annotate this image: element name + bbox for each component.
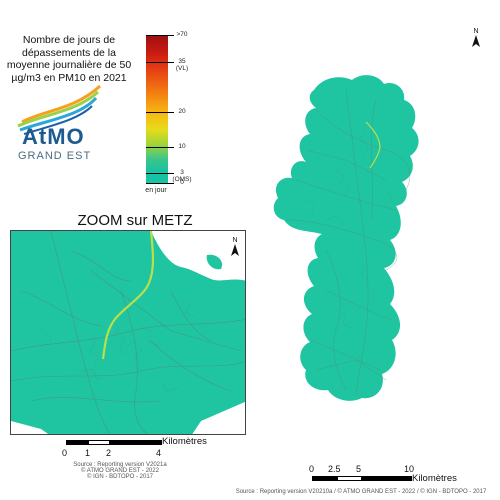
legend-tick-mark xyxy=(168,183,174,184)
main-north-arrow: N xyxy=(472,28,480,49)
legend-tick-label: >70 xyxy=(172,31,192,38)
logo-name: AtMO xyxy=(22,124,85,149)
legend-tick-label-part: 0 xyxy=(180,179,184,186)
legend-tick-label: 10 xyxy=(172,143,192,150)
legend-tick-mark xyxy=(168,147,174,149)
zoom-source-line: Source : Reporting version V2021a xyxy=(73,462,167,468)
zoom-source-line: © IGN - BDTOPO - 2017 xyxy=(87,474,153,480)
zoom-source: Source : Reporting version V2021a © ATMO… xyxy=(60,462,180,480)
scale-tick-label: 2.5 xyxy=(328,464,341,474)
main-scale-unit: Kilomètres xyxy=(412,473,457,484)
legend-unit: en jour xyxy=(145,187,167,194)
legend-tick-label-part: (VL) xyxy=(175,64,189,72)
north-arrow-icon xyxy=(472,35,480,47)
atmo-logo: AtMO GRAND EST xyxy=(14,80,104,170)
legend-tick-line xyxy=(146,183,168,184)
legend-tick-label-part: >70 xyxy=(176,31,188,38)
scale-tick-label: 1 xyxy=(85,448,91,458)
zoom-title: ZOOM sur METZ xyxy=(77,212,193,229)
north-arrow-icon xyxy=(231,244,239,256)
zoom-scale-bar xyxy=(66,440,162,445)
main-map[interactable] xyxy=(266,70,476,415)
legend-tick-mark xyxy=(168,35,174,36)
legend-color-bar xyxy=(146,35,168,183)
legend-tick-label-part: 35 xyxy=(178,57,186,65)
main-scale-bar xyxy=(312,476,412,481)
zoom-map-canvas xyxy=(11,231,245,434)
legend-tick-mark xyxy=(168,172,174,174)
scale-tick-label: 4 xyxy=(156,448,162,458)
zoom-north-label: N xyxy=(232,237,238,244)
map-title: Nombre de jours de dépassements de la mo… xyxy=(6,34,132,84)
legend-tick-label: 35 (VL) xyxy=(172,58,192,72)
scale-tick-label: 0 xyxy=(309,464,315,474)
legend-tick-label: 3 (OMS) xyxy=(172,169,192,183)
atmo-swoosh-icon xyxy=(17,84,102,135)
zoom-map[interactable]: N xyxy=(10,230,246,435)
main-source: Source : Reporting version V20210a / © A… xyxy=(235,489,487,495)
legend-tick-line xyxy=(146,111,168,113)
legend-tick-line xyxy=(146,61,168,63)
scale-tick-label: 10 xyxy=(404,464,415,474)
legend-tick-line xyxy=(146,35,168,36)
legend-tick-label-part: 3 xyxy=(180,168,184,176)
legend-tick-label-part: 10 xyxy=(178,143,186,151)
legend-tick-line xyxy=(146,147,168,149)
zoom-scale-unit: Kilomètres xyxy=(162,436,207,447)
legend-tick-mark xyxy=(168,61,174,63)
logo-subtitle: GRAND EST xyxy=(18,150,92,162)
zoom-source-line: © ATMO GRAND EST - 2022 xyxy=(81,468,159,474)
legend-tick-label: 0 xyxy=(172,179,192,186)
scale-tick-label: 0 xyxy=(62,448,68,458)
legend-tick-label-part: 20 xyxy=(178,107,186,115)
main-map-canvas xyxy=(273,75,419,401)
main-north-label: N xyxy=(473,28,479,35)
legend-tick-mark xyxy=(168,111,174,113)
zoom-north-arrow: N xyxy=(231,237,239,258)
scale-tick-label: 2 xyxy=(106,448,112,458)
legend-tick-label: 20 xyxy=(172,108,192,115)
scale-tick-label: 5 xyxy=(356,464,362,474)
legend-tick-label-part: (OMS) xyxy=(172,175,192,183)
legend-tick-line xyxy=(146,172,168,174)
